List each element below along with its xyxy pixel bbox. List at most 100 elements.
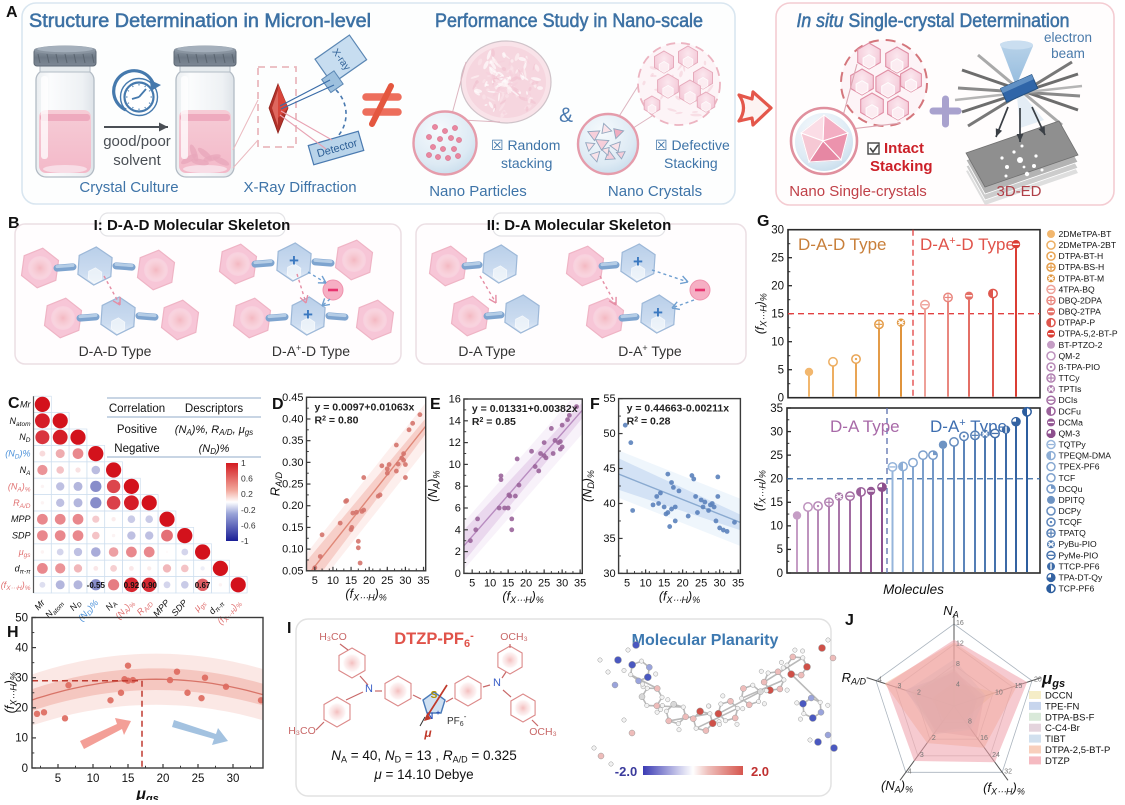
svg-text:TCQF: TCQF	[1059, 517, 1082, 527]
svg-text:8: 8	[968, 719, 972, 726]
svg-text:1: 1	[241, 458, 246, 468]
svg-text:BT-PTZO-2: BT-PTZO-2	[1059, 340, 1103, 350]
svg-text:TPEQM-DMA: TPEQM-DMA	[1059, 451, 1112, 461]
svg-text:0.45: 0.45	[282, 392, 303, 404]
svg-text:Molecules: Molecules	[883, 582, 944, 597]
svg-text:Mr: Mr	[20, 399, 31, 409]
svg-text:+: +	[633, 252, 643, 271]
svg-text:DTPA-BT-H: DTPA-BT-H	[1059, 251, 1104, 261]
svg-text:+: +	[303, 305, 313, 324]
svg-text:35: 35	[417, 575, 429, 587]
svg-text:TCF: TCF	[1059, 473, 1076, 483]
svg-text:2: 2	[917, 689, 921, 696]
svg-text:0: 0	[22, 763, 28, 775]
svg-text:R2 = 0.28: R2 = 0.28	[627, 416, 671, 428]
svg-text:-0.6: -0.6	[241, 520, 256, 530]
svg-text:25: 25	[538, 577, 550, 589]
svg-text:+: +	[436, 710, 440, 717]
svg-text:5: 5	[469, 577, 475, 589]
svg-text:30: 30	[227, 773, 240, 785]
svg-text:Descriptors: Descriptors	[185, 403, 243, 415]
svg-text:25: 25	[695, 577, 707, 589]
svg-text:40: 40	[603, 498, 615, 510]
svg-text:Stacking: Stacking	[870, 158, 933, 175]
svg-text:0.35: 0.35	[282, 435, 303, 447]
svg-text:Nano Crystals: Nano Crystals	[608, 183, 702, 200]
svg-text:PyBu-PIO: PyBu-PIO	[1059, 539, 1098, 549]
svg-text:NA = 40, ND = 13 , RA/D = 0.32: NA = 40, ND = 13 , RA/D = 0.325	[331, 748, 517, 765]
svg-text:stacking: stacking	[501, 155, 552, 171]
svg-text:&: &	[559, 104, 573, 127]
svg-text:0.05: 0.05	[282, 565, 303, 577]
svg-text:Correlation: Correlation	[109, 403, 165, 415]
svg-text:QM-2: QM-2	[1059, 351, 1081, 361]
svg-text:y = 0.01331+0.00382x: y = 0.01331+0.00382x	[472, 403, 578, 415]
svg-text:30: 30	[399, 575, 411, 587]
svg-text:-0.55: -0.55	[87, 581, 106, 590]
svg-text:N: N	[365, 683, 373, 695]
svg-text:QM-3: QM-3	[1059, 428, 1081, 438]
svg-text:TTCy: TTCy	[1059, 373, 1081, 383]
svg-text:30: 30	[556, 577, 568, 589]
svg-text:μ = 14.10 Debye: μ = 14.10 Debye	[373, 767, 473, 782]
svg-text:-2.0: -2.0	[615, 764, 637, 779]
svg-text:5: 5	[777, 544, 783, 556]
svg-text:5: 5	[312, 575, 318, 587]
svg-text:25: 25	[192, 773, 205, 785]
svg-text:beam: beam	[1051, 46, 1085, 61]
svg-text:solvent: solvent	[113, 152, 161, 169]
svg-text:10: 10	[484, 577, 496, 589]
svg-text:C: C	[8, 395, 20, 412]
svg-text:0.10: 0.10	[282, 544, 303, 556]
svg-text:30: 30	[603, 568, 615, 580]
svg-text:D-A-D Type: D-A-D Type	[798, 235, 887, 254]
svg-text:16: 16	[449, 394, 461, 406]
svg-text:J: J	[845, 612, 854, 629]
svg-text:Stacking: Stacking	[664, 155, 718, 171]
svg-text:TCP-PF6: TCP-PF6	[1059, 584, 1095, 594]
svg-text:35: 35	[603, 533, 615, 545]
svg-text:TPATQ: TPATQ	[1059, 528, 1087, 538]
svg-text:electron: electron	[1044, 30, 1092, 45]
svg-text:10: 10	[770, 521, 783, 533]
svg-text:4: 4	[878, 677, 882, 684]
svg-text:PyMe-PIO: PyMe-PIO	[1059, 550, 1099, 560]
svg-text:DBQ-2TPA: DBQ-2TPA	[1059, 307, 1102, 317]
svg-text:10: 10	[15, 733, 28, 745]
svg-text:5: 5	[624, 577, 630, 589]
svg-text:C-C4-Br: C-C4-Br	[1045, 723, 1080, 734]
svg-text:OCH₃: OCH₃	[500, 631, 528, 643]
svg-text:X-Ray Diffraction: X-Ray Diffraction	[243, 179, 356, 196]
svg-text:Nano Particles: Nano Particles	[429, 183, 527, 200]
svg-text:S: S	[431, 690, 438, 701]
svg-text:16: 16	[980, 735, 988, 742]
svg-text:TPE-FN: TPE-FN	[1045, 701, 1079, 712]
svg-text:15: 15	[771, 309, 784, 321]
svg-text:DTZP: DTZP	[1045, 756, 1070, 767]
svg-text:20: 20	[770, 474, 783, 486]
svg-text:20: 20	[363, 575, 375, 587]
svg-text:E: E	[430, 396, 441, 413]
svg-text:DTPA-BS-F: DTPA-BS-F	[1045, 712, 1095, 723]
svg-text:-0.2: -0.2	[241, 505, 256, 515]
svg-text:DPITQ: DPITQ	[1059, 495, 1086, 505]
svg-text:Performance Study in Nano-scal: Performance Study in Nano-scale	[435, 11, 703, 32]
svg-text:y = 0.0097+0.01063x: y = 0.0097+0.01063x	[315, 401, 415, 413]
svg-text:β-TPA-PIO: β-TPA-PIO	[1059, 362, 1101, 372]
svg-text:DCQu: DCQu	[1059, 484, 1083, 494]
svg-text:0.92: 0.92	[124, 581, 140, 590]
svg-text:2: 2	[455, 546, 461, 558]
svg-text:15: 15	[1014, 683, 1022, 690]
svg-text:2: 2	[932, 735, 936, 742]
svg-text:35: 35	[574, 577, 586, 589]
svg-text:0.2: 0.2	[241, 489, 253, 499]
svg-text:10: 10	[995, 689, 1003, 696]
svg-text:DCCN: DCCN	[1045, 691, 1073, 702]
svg-text:DCPy: DCPy	[1059, 506, 1082, 516]
svg-text:H₃CO: H₃CO	[288, 725, 316, 737]
svg-text:II: D-A Molecular Skeleton: II: D-A Molecular Skeleton	[487, 217, 671, 234]
svg-text:20: 20	[520, 577, 532, 589]
svg-text:30: 30	[771, 225, 784, 237]
svg-text:3: 3	[920, 752, 924, 759]
svg-text:8: 8	[956, 661, 960, 668]
